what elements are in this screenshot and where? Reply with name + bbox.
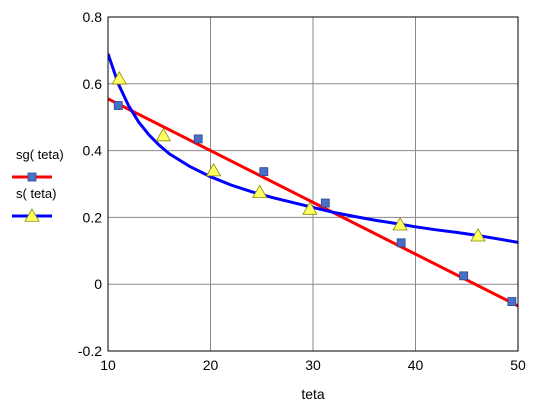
legend-label-1: s( teta) [16,186,56,201]
y-tick-label: 0.4 [83,143,103,159]
tick-labels: 10 20 30 40 50 -0.2 0 0.2 0.4 0.6 0.8 [78,9,526,373]
square-marker [113,101,123,110]
square-marker [259,167,269,177]
triangle-marker [252,184,268,199]
square-marker [193,134,203,144]
triangle-marker [111,70,127,85]
x-axis-label: teta [301,386,325,402]
legend: sg( teta) s( teta) [12,147,64,222]
y-tick-label: 0.2 [83,209,103,225]
series-line-1 [108,53,518,244]
y-tick-label: 0 [94,276,102,292]
x-tick-label: 40 [408,357,424,373]
series-layer [108,53,518,308]
triangle-marker [392,216,408,231]
legend-marker-1 [24,208,40,222]
legend-label-0: sg( teta) [16,147,64,162]
x-tick-label: 20 [203,357,219,373]
x-tick-label: 30 [305,357,321,373]
triangle-marker [155,127,172,142]
y-tick-label: -0.2 [78,343,102,359]
y-tick-label: 0.6 [83,76,103,92]
x-tick-label: 50 [510,357,526,373]
triangle-marker [205,162,222,177]
plot-frame [107,16,519,352]
series-1 [108,53,518,244]
square-marker [507,297,517,306]
triangle-marker [302,201,318,215]
square-marker [320,198,330,208]
y-tick-label: 0.8 [83,9,103,25]
grid [107,16,519,352]
square-marker [459,271,469,281]
triangle-marker [470,227,486,242]
x-tick-label: 10 [100,357,116,373]
series-line-0 [108,97,518,308]
square-marker [396,238,406,248]
series-0 [108,97,518,308]
legend-marker-0 [27,172,37,182]
